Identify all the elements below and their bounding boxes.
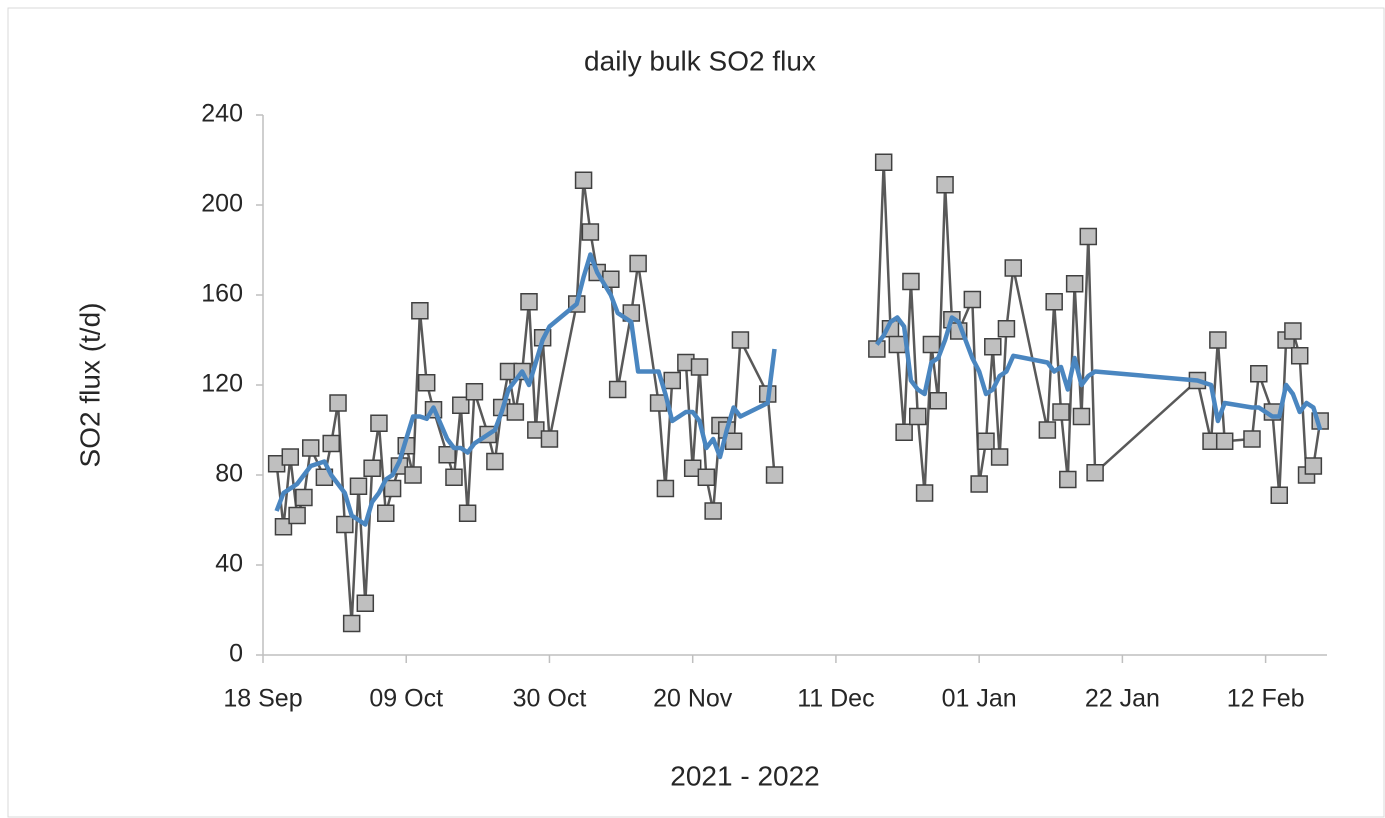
marker (1086, 464, 1104, 482)
marker (281, 448, 300, 466)
marker (356, 594, 375, 612)
x-tick-label: 22 Jan (1085, 685, 1160, 713)
marker (377, 504, 395, 522)
marker (336, 515, 354, 534)
marker (1038, 421, 1057, 439)
marker (322, 434, 340, 453)
marker (329, 394, 347, 412)
marker (1065, 275, 1084, 293)
marker (663, 371, 681, 390)
marker (922, 335, 941, 354)
x-tick-label: 09 Oct (369, 685, 443, 713)
x-tick-label: 12 Feb (1227, 685, 1305, 713)
marker (1215, 432, 1234, 450)
x-tick-label: 18 Sep (223, 685, 302, 713)
marker (574, 171, 593, 189)
marker (909, 407, 927, 426)
marker (683, 459, 702, 477)
marker (990, 448, 1009, 466)
marker (288, 506, 306, 525)
marker (295, 488, 313, 507)
marker (731, 331, 750, 349)
y-tick-label: 120 (201, 370, 243, 398)
marker (486, 452, 504, 471)
marker (404, 466, 422, 484)
marker (1304, 457, 1323, 475)
y-axis-label: SO2 flux (t/d) (74, 303, 105, 468)
marker (1290, 347, 1309, 365)
y-tick-label: 160 (201, 280, 243, 308)
marker (1072, 407, 1091, 426)
marker (936, 176, 954, 194)
marker (888, 335, 907, 354)
x-axis-label: 2021 - 2022 (670, 760, 819, 791)
marker (1284, 322, 1302, 340)
marker (411, 302, 429, 320)
marker (540, 430, 559, 448)
marker (1209, 331, 1227, 349)
marker (697, 468, 716, 486)
marker (506, 403, 525, 421)
marker (1045, 293, 1063, 311)
marker (370, 414, 388, 432)
marker (1243, 430, 1261, 448)
marker (1004, 259, 1023, 277)
marker (997, 320, 1016, 338)
marker (383, 479, 402, 498)
marker (608, 380, 627, 399)
marker (970, 475, 988, 493)
y-tick-label: 40 (215, 550, 243, 578)
marker (1052, 403, 1070, 421)
y-tick-label: 0 (229, 640, 243, 668)
y-tick-label: 80 (215, 460, 243, 488)
marker (984, 338, 1002, 356)
marker (458, 504, 477, 522)
y-tick-label: 240 (201, 100, 243, 128)
marker (1250, 365, 1268, 383)
marker (445, 468, 463, 486)
marker (465, 383, 484, 401)
marker (902, 272, 920, 291)
y-tick-label: 200 (201, 190, 243, 218)
plot: 0 40 80 120 160 200 240 18 Sep 09 Oct 30 Oct 20 No… (201, 100, 1329, 713)
series-line (274, 252, 1323, 527)
marker (363, 459, 381, 477)
marker (724, 432, 743, 450)
marker (929, 392, 947, 410)
marker (656, 479, 675, 498)
marker (690, 358, 709, 376)
marker (301, 439, 320, 457)
x-tick-label: 20 Nov (653, 685, 733, 713)
marker (765, 466, 784, 484)
marker (581, 223, 600, 241)
marker (1059, 470, 1077, 489)
marker (963, 290, 982, 309)
marker (342, 614, 361, 633)
marker (1079, 227, 1098, 246)
marker (274, 518, 293, 536)
marker (417, 374, 436, 392)
marker (704, 502, 722, 520)
marker (1270, 486, 1289, 504)
marker (438, 446, 456, 464)
marker (527, 421, 545, 439)
x-tick-label: 11 Dec (797, 685, 874, 713)
x-tick-label: 30 Oct (513, 685, 587, 713)
marker (349, 477, 368, 495)
marker (895, 423, 913, 441)
marker (874, 153, 893, 171)
marker (977, 432, 995, 450)
marker (915, 484, 934, 502)
marker (629, 254, 647, 273)
chart-title: daily bulk SO2 flux (584, 45, 816, 76)
marker (452, 396, 470, 414)
marker (520, 293, 538, 311)
x-tick-label: 01 Jan (942, 685, 1017, 713)
